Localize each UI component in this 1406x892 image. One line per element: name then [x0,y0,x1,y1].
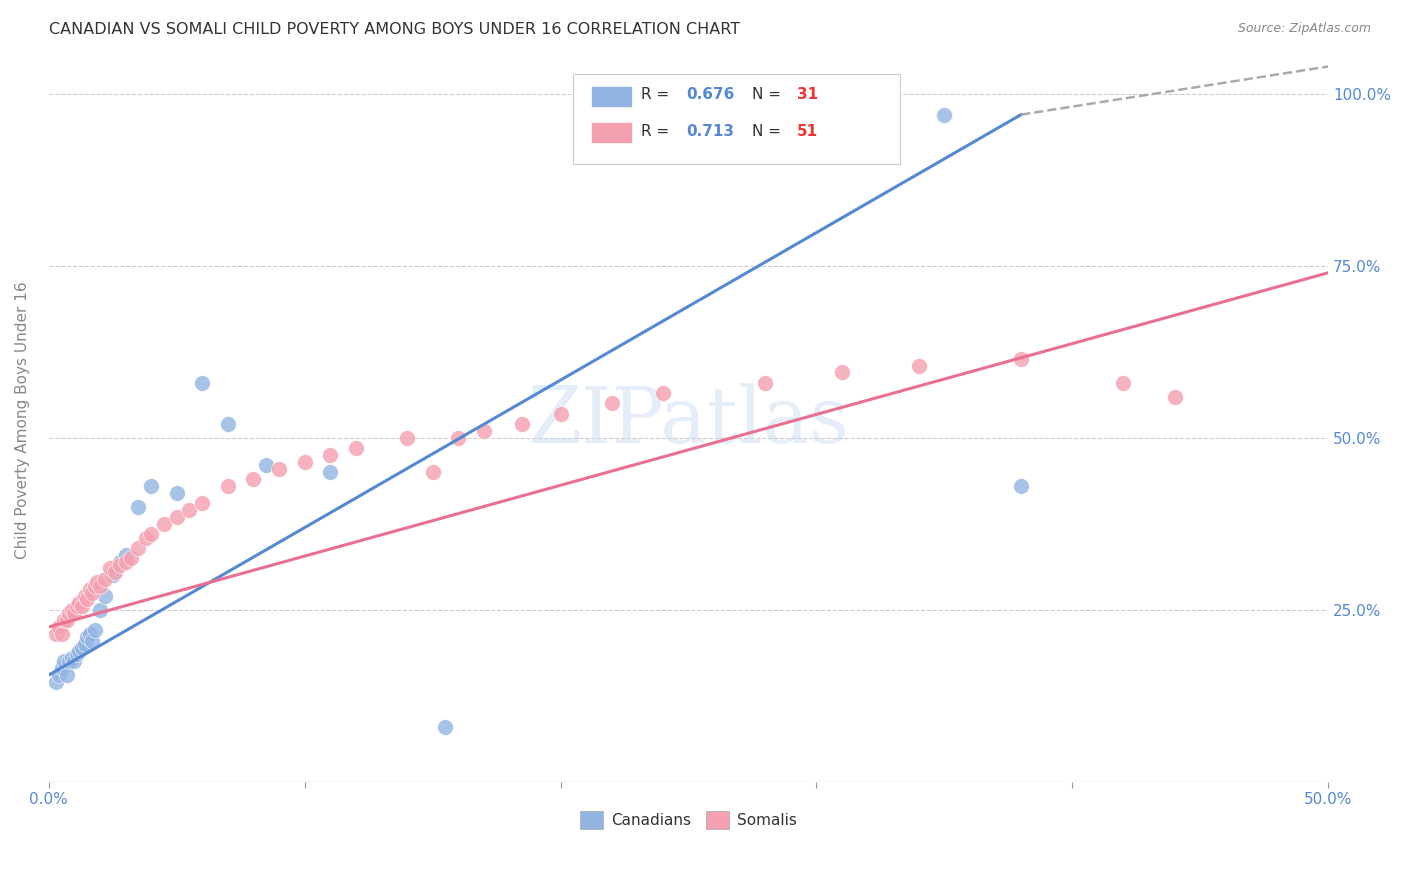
Point [319,448,342,462]
Point [104,565,127,579]
Point [1112,376,1135,390]
Point [83,579,105,593]
Point [51,661,73,675]
FancyBboxPatch shape [591,121,633,144]
Point [69,596,91,610]
Point [472,424,495,438]
Point [86,575,108,590]
Point [1010,479,1032,493]
Text: CANADIAN VS SOMALI CHILD POVERTY AMONG BOYS UNDER 16 CORRELATION CHART: CANADIAN VS SOMALI CHILD POVERTY AMONG B… [49,22,741,37]
Point [70,640,93,655]
Point [831,366,853,380]
Point [94,572,117,586]
Point [83,624,105,638]
Text: ZIPatlas: ZIPatlas [527,383,849,458]
Point [76,592,98,607]
Point [79,627,101,641]
Text: R =: R = [641,87,675,103]
Point [434,720,457,734]
Point [73,589,96,603]
Point [1163,390,1185,404]
Point [651,386,673,401]
Point [114,548,136,562]
Point [45,675,67,690]
Point [179,503,201,517]
Point [166,509,188,524]
Point [319,465,342,479]
Point [217,417,239,431]
Text: N =: N = [752,124,786,138]
Point [907,359,929,373]
Point [60,603,83,617]
Point [53,654,76,668]
Point [344,441,367,455]
Text: Source: ZipAtlas.com: Source: ZipAtlas.com [1237,22,1371,36]
Point [98,561,121,575]
Point [55,613,77,627]
Point [139,479,162,493]
Point [89,579,111,593]
FancyBboxPatch shape [574,74,900,164]
Point [89,603,111,617]
Point [55,668,77,682]
Point [127,500,149,514]
Point [447,431,470,445]
Point [82,633,104,648]
Point [135,531,157,545]
Point [395,431,418,445]
Text: 31: 31 [797,87,818,103]
Point [51,627,73,641]
Text: 0.676: 0.676 [686,87,734,103]
Point [73,637,96,651]
Point [422,465,444,479]
Point [110,558,132,572]
Point [242,472,264,486]
Point [191,496,214,510]
Point [510,417,533,431]
Text: N =: N = [752,87,786,103]
Point [45,627,67,641]
Point [66,599,89,614]
Point [63,606,86,620]
Point [254,458,277,473]
Point [267,462,290,476]
Point [294,455,316,469]
Point [153,516,176,531]
Point [217,479,239,493]
Point [139,527,162,541]
Text: 51: 51 [797,124,818,138]
Point [58,606,80,620]
Text: R =: R = [641,124,675,138]
Point [114,555,136,569]
Point [82,585,104,599]
Point [934,107,956,121]
Point [600,396,623,410]
Point [76,630,98,644]
Legend: Canadians, Somalis: Canadians, Somalis [574,805,803,836]
FancyBboxPatch shape [591,86,633,107]
Point [550,407,572,421]
Point [69,644,91,658]
Point [110,555,132,569]
Point [120,551,142,566]
Point [53,613,76,627]
Point [48,668,70,682]
Point [1010,351,1032,366]
Point [48,620,70,634]
Point [101,568,124,582]
Point [63,654,86,668]
Point [58,654,80,668]
Point [60,651,83,665]
Point [66,648,89,662]
Point [166,486,188,500]
Point [70,599,93,614]
Y-axis label: Child Poverty Among Boys Under 16: Child Poverty Among Boys Under 16 [15,282,30,559]
Text: 0.713: 0.713 [686,124,734,138]
Point [127,541,149,555]
Point [79,582,101,596]
Point [754,376,776,390]
Point [191,376,214,390]
Point [94,589,117,603]
